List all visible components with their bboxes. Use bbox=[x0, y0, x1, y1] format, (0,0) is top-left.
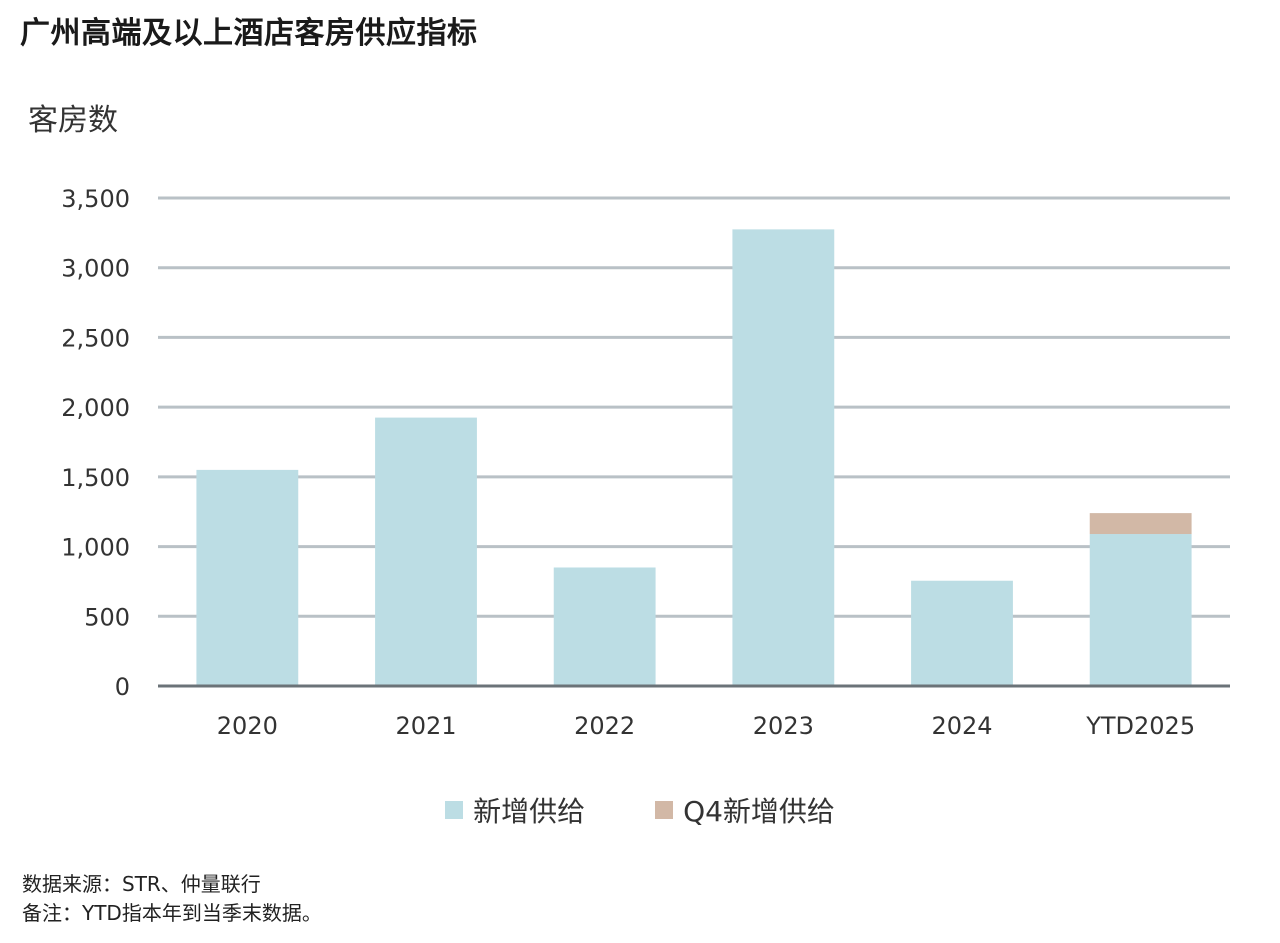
bar-new-supply-2020 bbox=[196, 469, 299, 686]
y-tick-label: 3,000 bbox=[61, 255, 130, 283]
y-tick-label: 0 bbox=[115, 673, 130, 701]
legend: 新增供给 Q4新增供给 bbox=[0, 790, 1280, 830]
bars bbox=[196, 229, 1192, 686]
x-tick-label: 2021 bbox=[395, 712, 456, 740]
chart-title: 广州高端及以上酒店客房供应指标 bbox=[20, 16, 478, 51]
bar-new-supply-2024 bbox=[911, 580, 1013, 686]
x-tick-label: 2020 bbox=[217, 712, 278, 740]
bar-chart: 客房数 0 500 1,000 1,500 2,000 2,500 3,000 3,500 2… bbox=[28, 103, 1230, 740]
source-note: 数据来源：STR、仲量联行 bbox=[22, 872, 261, 896]
x-tick-label: 2023 bbox=[753, 712, 814, 740]
y-axis-label: 客房数 bbox=[28, 103, 118, 138]
x-tick-label: 2022 bbox=[574, 712, 635, 740]
gridlines bbox=[158, 196, 1230, 618]
legend-label-new-supply: 新增供给 bbox=[473, 795, 586, 828]
y-tick-label: 1,000 bbox=[61, 534, 130, 562]
y-tick-label: 3,500 bbox=[61, 185, 130, 213]
y-axis-ticks: 0 500 1,000 1,500 2,000 2,500 3,000 3,500 bbox=[61, 185, 130, 701]
bar-new-supply-2023 bbox=[732, 229, 835, 686]
y-tick-label: 2,500 bbox=[61, 324, 130, 352]
x-tick-label: 2024 bbox=[931, 712, 992, 740]
x-axis-ticks: 2020 2021 2022 2023 2024 YTD2025 bbox=[217, 712, 1195, 740]
y-tick-label: 2,000 bbox=[61, 394, 130, 422]
legend-swatch-new-supply bbox=[445, 801, 464, 819]
legend-swatch-q4-new-supply bbox=[655, 801, 674, 819]
x-tick-label: YTD2025 bbox=[1085, 712, 1195, 740]
footnotes: 数据来源：STR、仲量联行 备注：YTD指本年到当季末数据。 bbox=[22, 870, 322, 928]
bar-new-supply-2022 bbox=[553, 567, 656, 686]
y-tick-label: 500 bbox=[84, 603, 130, 631]
bar-new-supply-2021 bbox=[375, 417, 477, 686]
legend-item-q4-new-supply: Q4新增供给 bbox=[655, 790, 835, 830]
bar-new-supply-YTD2025 bbox=[1089, 534, 1192, 686]
remark-note: 备注：YTD指本年到当季末数据。 bbox=[22, 901, 322, 925]
legend-label-q4-new-supply: Q4新增供给 bbox=[683, 795, 835, 828]
legend-item-new-supply: 新增供给 bbox=[445, 790, 585, 830]
bar-q4-new-supply-YTD2025 bbox=[1089, 513, 1192, 535]
y-tick-label: 1,500 bbox=[61, 464, 130, 492]
